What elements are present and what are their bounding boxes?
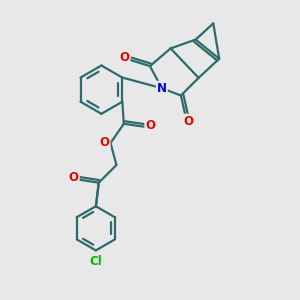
- Text: O: O: [100, 136, 110, 149]
- Text: O: O: [145, 119, 155, 132]
- Text: O: O: [184, 115, 194, 128]
- Text: O: O: [119, 51, 129, 64]
- Text: O: O: [69, 171, 79, 184]
- Text: Cl: Cl: [89, 255, 102, 268]
- Text: N: N: [157, 82, 167, 95]
